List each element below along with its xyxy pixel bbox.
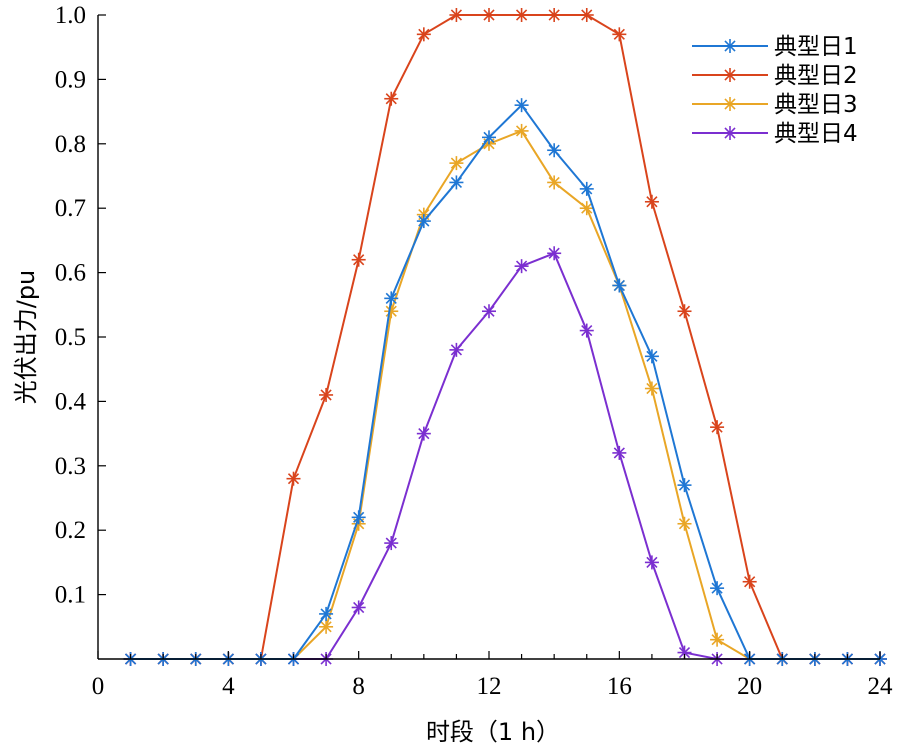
series-2-point: [742, 574, 757, 589]
legend-item-2: 典型日2: [692, 63, 858, 89]
series-3-point: [579, 201, 594, 216]
series-3-point: [547, 175, 562, 190]
legend-item-4: 典型日4: [692, 121, 858, 147]
series-1-point: [449, 175, 464, 190]
series-4-point: [482, 304, 496, 319]
series-1-point: [612, 278, 627, 293]
series-2-point: [351, 252, 366, 267]
legend-marker: [723, 68, 737, 82]
y-tick-label: 0.2: [55, 517, 86, 544]
series-1-point: [384, 291, 399, 306]
series-2-point: [612, 27, 627, 42]
series-1-line: [130, 104, 880, 660]
legend-item-1: 典型日1: [692, 34, 858, 60]
x-tick-label: 0: [92, 673, 105, 700]
y-tick-label: 0.7: [55, 195, 86, 222]
series-4-point: [416, 426, 431, 441]
legend-label: 典型日1: [774, 34, 858, 60]
series-3-point: [644, 381, 659, 396]
series-2-line: [130, 14, 880, 660]
series-3-point: [319, 619, 334, 634]
legend-label: 典型日4: [774, 121, 858, 147]
y-tick-label: 0.4: [55, 388, 87, 415]
y-tick-label: 0.9: [55, 66, 86, 93]
series-3-point: [384, 304, 399, 319]
x-tick-label: 4: [222, 673, 235, 700]
series-2-point: [514, 8, 529, 22]
series-4-point: [449, 342, 464, 357]
y-axis-label: 光伏出力/pu: [12, 270, 40, 405]
legend-label: 典型日2: [774, 63, 858, 89]
x-tick-label: 8: [352, 673, 365, 700]
series-3-point: [449, 156, 464, 171]
y-tick-label: 0.3: [55, 453, 86, 480]
series-1-point: [514, 98, 529, 113]
series-4-point: [547, 246, 562, 261]
series-3-point: [710, 632, 725, 647]
legend-label: 典型日3: [774, 92, 858, 118]
series-layer: [123, 8, 887, 666]
series-4-point: [514, 259, 529, 274]
x-tick-label: 20: [737, 673, 762, 700]
series-2-point: [677, 304, 692, 319]
y-tick-label: 1.0: [55, 2, 86, 29]
series-1-point: [351, 510, 366, 525]
series-2-point: [547, 8, 562, 22]
series-4-point: [579, 323, 594, 338]
series-1-point: [677, 478, 692, 493]
series-2-point: [449, 8, 464, 22]
x-tick-label: 12: [477, 673, 502, 700]
series-3-line: [130, 129, 880, 660]
series-1-point: [482, 130, 496, 145]
x-axis-label: 时段（1 h）: [426, 718, 560, 746]
legend-marker: [723, 39, 737, 53]
series-2-point: [384, 91, 399, 106]
series-1-point: [416, 214, 431, 229]
series-1-point: [319, 606, 334, 621]
series-3-point: [514, 123, 529, 138]
y-tick-label: 0.5: [55, 324, 86, 351]
series-1-point: [547, 143, 562, 158]
x-tick-label: 24: [868, 673, 894, 700]
series-1-point: [710, 581, 725, 596]
series-2-point: [319, 387, 334, 402]
series-2-point: [710, 420, 725, 435]
x-tick-label: 16: [607, 673, 632, 700]
y-tick-label: 0.6: [55, 260, 86, 287]
y-tick-label: 0.1: [55, 582, 86, 609]
series-3: [123, 123, 887, 666]
legend: 典型日1 典型日2 典型日3 典型日4: [692, 34, 858, 147]
series-4-point: [612, 445, 627, 460]
axes-layer: 0 4 8 12 16 20 24 0.1 0.2 0.3 0.4 0.5 0.6 0.7 0.8 0.9 1.…: [55, 2, 893, 700]
y-tick-label: 0.8: [55, 131, 86, 158]
series-4-point: [644, 555, 659, 570]
series-3-point: [677, 516, 692, 531]
legend-item-3: 典型日3: [692, 92, 858, 118]
series-4: [123, 246, 887, 666]
series-2-point: [482, 8, 496, 22]
legend-marker: [723, 97, 737, 111]
series-2-point: [644, 194, 659, 209]
series-1-point: [579, 181, 594, 196]
series-1: [123, 98, 887, 666]
series-2: [123, 8, 887, 666]
series-4-point: [351, 600, 366, 615]
series-4-line: [130, 252, 880, 660]
series-2-point: [579, 8, 594, 22]
series-2-point: [416, 27, 431, 42]
series-1-point: [644, 349, 659, 364]
series-2-point: [286, 471, 301, 486]
legend-marker: [723, 126, 737, 140]
series-4-point: [384, 536, 399, 551]
